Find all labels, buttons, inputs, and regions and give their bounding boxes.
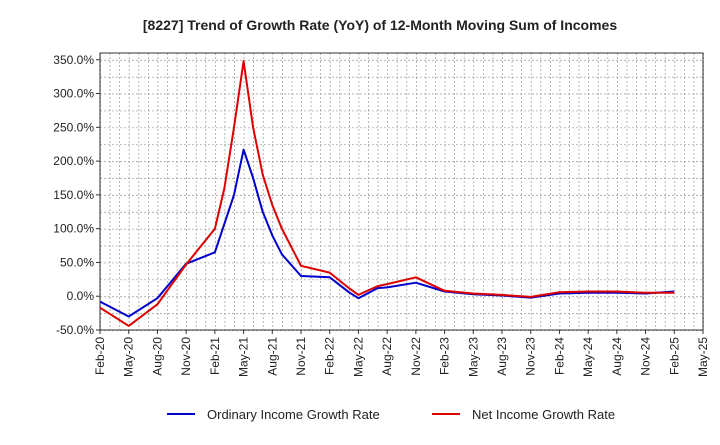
legend-label-ordinary-income: Ordinary Income Growth Rate	[207, 407, 380, 422]
x-tick-label: Feb-25	[667, 337, 681, 375]
x-tick-label: May-20	[122, 337, 136, 377]
y-tick-label: 200.0%	[53, 154, 94, 168]
x-tick-label: Aug-21	[265, 337, 279, 376]
net-income-growth-line	[99, 60, 675, 327]
ordinary-income-growth-line	[99, 148, 675, 318]
y-tick-label: 350.0%	[53, 53, 94, 67]
series-lines	[99, 60, 675, 327]
y-tick-label: 300.0%	[53, 87, 94, 101]
y-tick-label: 250.0%	[53, 120, 94, 134]
gridlines	[100, 53, 704, 331]
x-tick-label: Feb-23	[438, 337, 452, 375]
x-tick-label: Feb-20	[93, 337, 107, 375]
y-tick-label: 0.0%	[67, 289, 95, 303]
x-tick-label: Aug-24	[610, 337, 624, 376]
x-tick-label: May-23	[466, 337, 480, 377]
x-axis: Feb-20 May-20 Aug-20 Nov-20 Feb-21 May-21 Aug-…	[93, 330, 710, 377]
y-tick-label: -50.0%	[56, 323, 94, 337]
x-tick-label: Feb-24	[552, 337, 566, 375]
y-tick-label: 50.0%	[60, 255, 94, 269]
x-tick-label: Nov-23	[524, 337, 538, 376]
x-tick-label: Nov-22	[409, 337, 423, 376]
x-tick-label: Aug-20	[150, 337, 164, 376]
x-tick-label: Aug-23	[495, 337, 509, 376]
legend: Ordinary Income Growth Rate Net Income Gr…	[167, 407, 615, 422]
x-tick-label: Nov-20	[179, 337, 193, 376]
y-axis: -50.0% 0.0% 50.0% 100.0% 150.0% 200.0% 250.0% 3…	[53, 53, 100, 337]
chart-title: [8227] Trend of Growth Rate (YoY) of 12-…	[143, 17, 617, 33]
y-tick-label: 150.0%	[53, 188, 94, 202]
x-tick-label: Nov-24	[639, 337, 653, 376]
x-tick-label: May-21	[237, 337, 251, 377]
x-tick-label: May-25	[696, 337, 710, 377]
legend-label-net-income: Net Income Growth Rate	[472, 407, 615, 422]
x-tick-label: Feb-21	[208, 337, 222, 375]
x-tick-label: Aug-22	[380, 337, 394, 376]
x-tick-label: Nov-21	[294, 337, 308, 376]
plot-area-frame	[99, 52, 704, 331]
x-tick-label: May-24	[581, 337, 595, 377]
y-tick-label: 100.0%	[53, 222, 94, 236]
x-tick-label: May-22	[351, 337, 365, 377]
x-tick-label: Feb-22	[323, 337, 337, 375]
